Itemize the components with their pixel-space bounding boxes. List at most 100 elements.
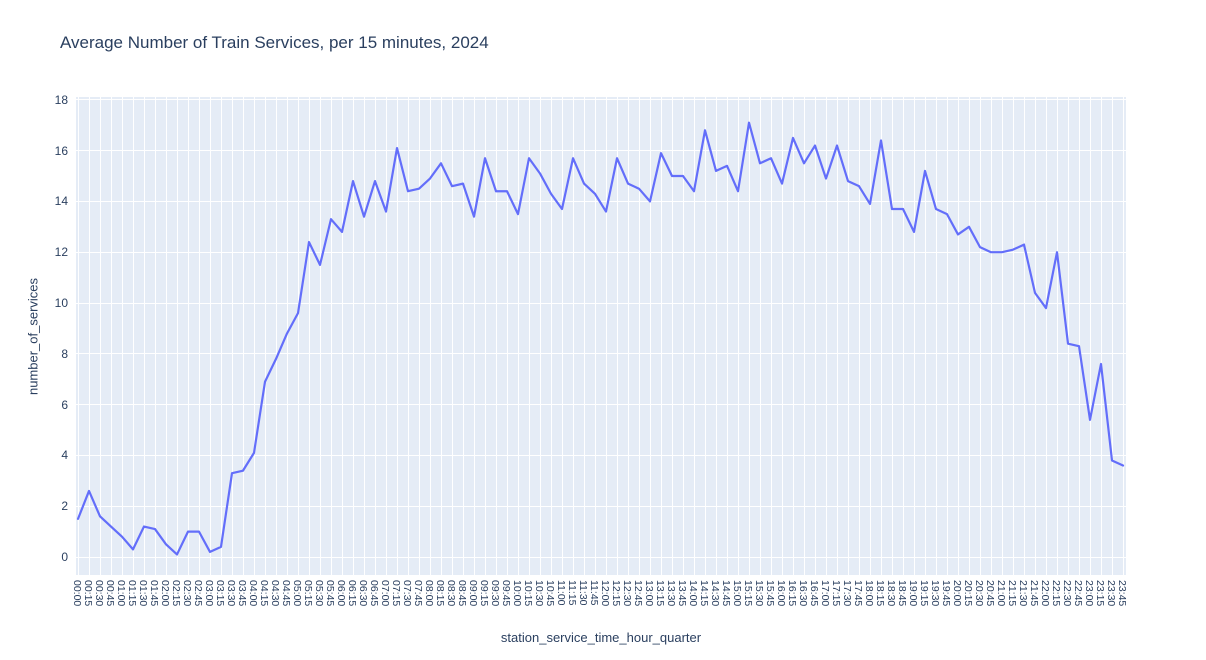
x-gridline [990,97,992,575]
x-gridline [539,97,541,575]
x-gridline [286,97,288,575]
y-tick-label: 18 [54,92,68,107]
x-gridline [407,97,409,575]
x-tick-label: 14:45 [720,580,732,607]
x-tick-label: 04:30 [269,580,281,607]
x-tick-label: 23:15 [1094,580,1106,607]
x-gridline [176,97,178,575]
x-tick-label: 11:00 [555,580,567,606]
x-tick-label: 18:00 [863,580,875,607]
x-gridline [1034,97,1036,575]
x-gridline [913,97,915,575]
x-gridline [715,97,717,575]
x-gridline [264,97,266,575]
x-gridline [220,97,222,575]
x-gridline [242,97,244,575]
x-tick-label: 00:30 [93,580,105,607]
x-gridline [154,97,156,575]
x-gridline [341,97,343,575]
x-gridline [682,97,684,575]
x-tick-label: 01:30 [137,580,149,607]
x-gridline [880,97,882,575]
x-gridline [946,97,948,575]
x-tick-label: 05:15 [302,580,314,607]
x-gridline [198,97,200,575]
x-tick-label: 09:00 [467,580,479,607]
x-tick-label: 22:00 [1039,580,1051,607]
x-tick-label: 20:00 [951,580,963,607]
y-tick-label: 16 [54,143,68,158]
x-gridline [616,97,618,575]
y-tick-label: 4 [61,448,68,463]
x-tick-label: 11:15 [566,580,578,606]
x-gridline [660,97,662,575]
x-gridline [121,97,123,575]
x-gridline [418,97,420,575]
x-gridline [858,97,860,575]
x-gridline [891,97,893,575]
x-gridline [572,97,574,575]
x-tick-label: 06:15 [346,580,358,607]
x-tick-label: 23:00 [1083,580,1095,607]
x-tick-label: 20:15 [962,580,974,607]
x-gridline [506,97,508,575]
x-tick-label: 13:00 [643,580,655,607]
x-gridline [297,97,299,575]
x-tick-label: 19:00 [907,580,919,607]
x-gridline [583,97,585,575]
x-gridline [836,97,838,575]
y-tick-label: 6 [61,397,68,412]
x-gridline [99,97,101,575]
x-gridline [759,97,761,575]
x-gridline [924,97,926,575]
x-tick-label: 23:30 [1105,580,1117,607]
x-gridline [231,97,233,575]
x-gridline [671,97,673,575]
x-gridline [638,97,640,575]
x-tick-label: 09:30 [489,580,501,607]
x-gridline [143,97,145,575]
chart-title: Average Number of Train Services, per 15… [60,33,489,52]
x-gridline [1078,97,1080,575]
y-tick-label: 10 [54,296,68,310]
x-tick-label: 02:15 [170,580,182,607]
x-gridline [396,97,398,575]
y-gridline [76,454,1126,456]
x-gridline [319,97,321,575]
x-gridline [847,97,849,575]
x-gridline [440,97,442,575]
x-gridline [693,97,695,575]
y-gridline [76,99,1126,101]
x-gridline [253,97,255,575]
x-tick-label: 21:30 [1017,580,1029,607]
x-tick-label: 13:30 [665,580,677,607]
y-gridline [76,353,1126,355]
x-tick-label: 03:45 [236,580,248,607]
x-tick-label: 06:00 [335,580,347,607]
x-gridline [1067,97,1069,575]
x-tick-label: 05:00 [291,580,303,607]
x-gridline [132,97,134,575]
x-tick-label: 08:45 [456,580,468,607]
x-gridline [528,97,530,575]
x-gridline [594,97,596,575]
x-gridline [902,97,904,575]
x-tick-label: 05:30 [313,580,325,607]
x-tick-label: 21:45 [1028,580,1040,607]
x-tick-label: 03:30 [225,580,237,607]
x-tick-label: 09:45 [500,580,512,607]
x-tick-label: 12:00 [599,580,611,607]
x-tick-label: 00:45 [104,580,116,607]
x-gridline [704,97,706,575]
x-gridline [737,97,739,575]
x-gridline [627,97,629,575]
x-tick-label: 14:30 [709,580,721,607]
x-tick-label: 03:00 [203,580,215,607]
x-tick-label: 07:45 [412,580,424,607]
x-gridline [352,97,354,575]
x-gridline [165,97,167,575]
x-gridline [473,97,475,575]
x-tick-label: 11:45 [588,580,600,606]
x-gridline [308,97,310,575]
